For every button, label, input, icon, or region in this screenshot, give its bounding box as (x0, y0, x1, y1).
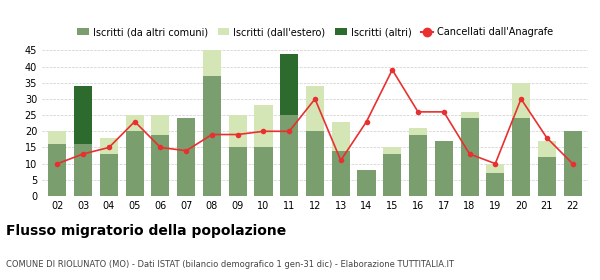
Bar (306, 86, 324, 131)
Bar (358, 170, 376, 196)
Bar (306, 131, 324, 196)
Bar (126, 131, 144, 196)
Bar (461, 118, 479, 196)
Bar (383, 148, 401, 154)
Bar (203, 76, 221, 196)
Text: COMUNE DI RIOLUNATO (MO) - Dati ISTAT (bilancio demografico 1 gen-31 dic) - Elab: COMUNE DI RIOLUNATO (MO) - Dati ISTAT (b… (6, 260, 454, 269)
Bar (512, 118, 530, 196)
Bar (512, 83, 530, 118)
Bar (229, 148, 247, 196)
Bar (383, 154, 401, 196)
Bar (486, 164, 504, 173)
Bar (280, 115, 298, 196)
Bar (151, 134, 169, 196)
Legend: Iscritti (da altri comuni), Iscritti (dall'estero), Iscritti (altri), Cancellati: Iscritti (da altri comuni), Iscritti (da… (73, 23, 557, 41)
Bar (486, 173, 504, 196)
Bar (203, 50, 221, 76)
Bar (177, 118, 195, 196)
Bar (280, 54, 298, 115)
Bar (126, 115, 144, 131)
Bar (409, 134, 427, 196)
Bar (332, 151, 350, 196)
Bar (254, 105, 272, 148)
Bar (563, 131, 581, 196)
Bar (538, 141, 556, 157)
Bar (74, 144, 92, 196)
Text: Flusso migratorio della popolazione: Flusso migratorio della popolazione (6, 224, 286, 238)
Bar (254, 148, 272, 196)
Bar (332, 122, 350, 151)
Bar (229, 115, 247, 148)
Bar (100, 154, 118, 196)
Bar (151, 115, 169, 134)
Bar (538, 157, 556, 196)
Bar (461, 112, 479, 118)
Bar (49, 131, 67, 144)
Bar (100, 138, 118, 154)
Bar (409, 128, 427, 134)
Bar (435, 141, 453, 196)
Bar (49, 144, 67, 196)
Bar (74, 86, 92, 144)
